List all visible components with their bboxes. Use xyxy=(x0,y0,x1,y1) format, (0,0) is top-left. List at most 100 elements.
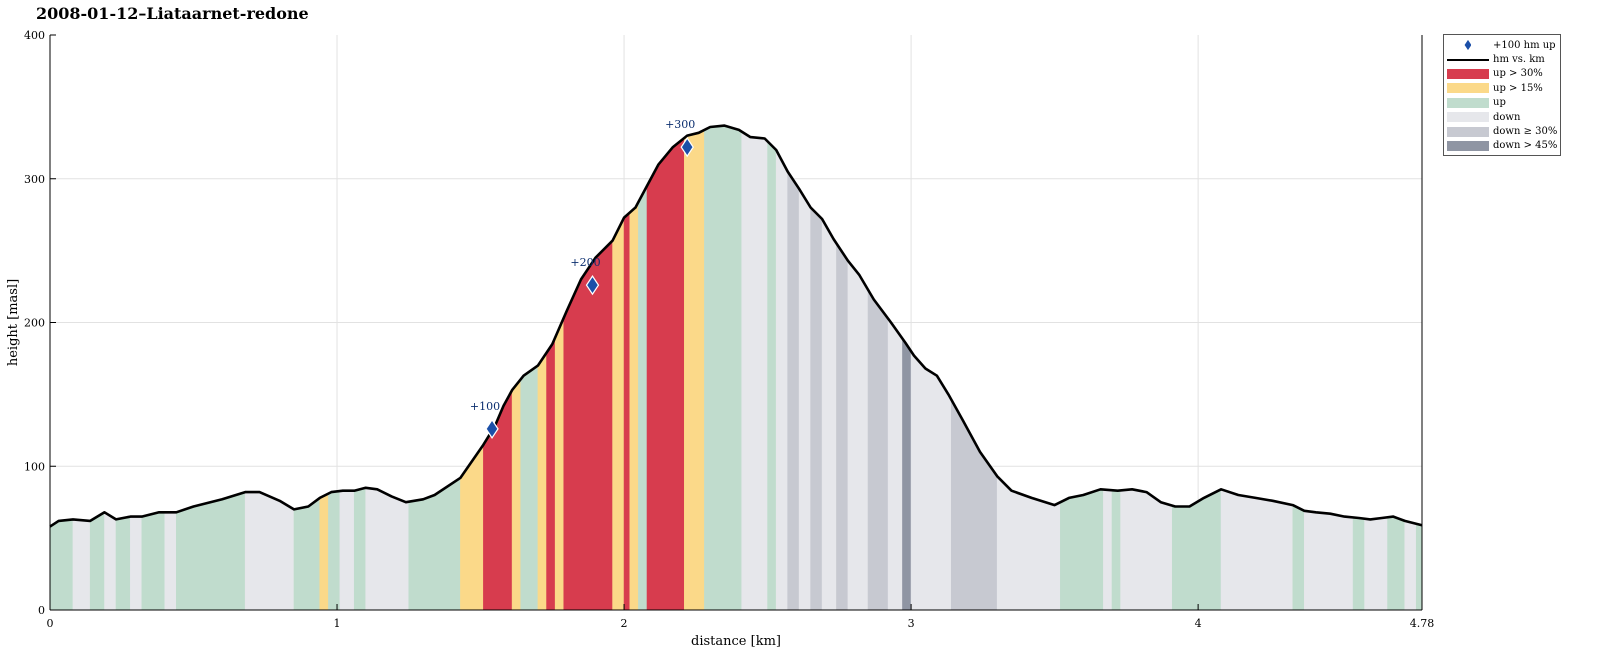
band-up15 xyxy=(612,217,625,611)
y-axis-label: height [masl] xyxy=(6,279,21,366)
band-up15 xyxy=(554,317,565,611)
legend-key-down30 xyxy=(1447,126,1489,137)
marker-label: +200 xyxy=(570,256,600,269)
legend-label: hm vs. km xyxy=(1493,54,1545,66)
band-down xyxy=(1103,489,1113,611)
band-down xyxy=(164,511,177,611)
x-tick-label: 2 xyxy=(621,617,628,630)
profile-line xyxy=(49,124,1423,528)
x-tick-label: 3 xyxy=(908,617,915,630)
x-tick-label: 4.78 xyxy=(1410,617,1435,630)
legend-item-up15: up > 15% xyxy=(1444,81,1560,95)
band-down30 xyxy=(836,242,849,611)
band-up xyxy=(1415,523,1423,611)
band-up15 xyxy=(511,378,522,611)
band-up30 xyxy=(563,239,613,611)
band-down xyxy=(1364,516,1388,611)
y-tick-label: 100 xyxy=(24,460,45,473)
x-tick-label: 4 xyxy=(1195,617,1202,630)
band-up15 xyxy=(537,351,547,611)
legend: +100 hm up hm vs. km up > 30% up > 15% up dow… xyxy=(1443,34,1561,156)
y-tick-label: 200 xyxy=(24,317,45,330)
marker-diamond xyxy=(485,418,499,439)
legend-label: down > 45% xyxy=(1493,140,1558,152)
legend-item-down: down xyxy=(1444,110,1560,124)
band-down xyxy=(1404,520,1417,611)
band-up xyxy=(638,185,648,611)
x-tick-label: 1 xyxy=(334,617,341,630)
chart-title: 2008-01-12–Liataarnet-redone xyxy=(36,4,309,23)
legend-item-down30: down ≥ 30% xyxy=(1444,124,1560,138)
band-up30 xyxy=(646,137,685,611)
band-down30 xyxy=(810,206,823,611)
legend-label: up xyxy=(1493,97,1506,109)
legend-label: down xyxy=(1493,111,1521,123)
marker-label: +100 xyxy=(470,400,500,413)
band-down45 xyxy=(902,337,912,611)
legend-key-down45 xyxy=(1447,140,1489,151)
band-up15 xyxy=(460,443,484,611)
legend-item-down45: down > 45% xyxy=(1444,139,1560,153)
marker-diamond xyxy=(680,137,694,158)
marker-label: +300 xyxy=(665,118,695,131)
band-down xyxy=(741,131,768,611)
legend-item-marker: +100 hm up xyxy=(1444,38,1560,52)
band-up xyxy=(1387,516,1406,611)
legend-key-line xyxy=(1447,55,1489,65)
band-up15 xyxy=(629,201,639,611)
band-up xyxy=(328,490,341,611)
legend-item-up: up xyxy=(1444,96,1560,110)
band-down xyxy=(130,516,143,611)
band-up xyxy=(1352,517,1365,611)
band-down xyxy=(72,519,91,611)
band-up xyxy=(49,519,74,611)
legend-key-up30 xyxy=(1447,68,1489,79)
band-up30 xyxy=(623,211,631,611)
legend-label: up > 15% xyxy=(1493,82,1543,94)
band-down xyxy=(1304,510,1354,611)
band-up xyxy=(1060,488,1104,611)
marker-diamond xyxy=(585,275,600,296)
band-up30 xyxy=(483,389,513,611)
legend-key-down xyxy=(1447,112,1489,123)
band-up xyxy=(141,511,166,611)
band-up xyxy=(353,487,367,611)
band-down xyxy=(775,149,788,611)
band-down xyxy=(339,490,355,611)
band-down30 xyxy=(867,288,889,611)
legend-key-up xyxy=(1447,97,1489,108)
band-up15 xyxy=(319,493,329,611)
band-up30 xyxy=(546,337,556,611)
legend-label: +100 hm up xyxy=(1493,39,1556,51)
y-tick-label: 0 xyxy=(38,604,45,617)
band-up xyxy=(704,125,743,611)
band-up xyxy=(1292,504,1305,611)
y-tick-label: 400 xyxy=(24,29,45,42)
y-tick-label: 300 xyxy=(24,173,45,186)
band-down xyxy=(887,317,903,611)
x-tick-label: 0 xyxy=(47,617,54,630)
x-axis-label: distance [km] xyxy=(691,634,781,649)
legend-key-up15 xyxy=(1447,83,1489,94)
band-up xyxy=(1111,489,1121,611)
gradient-bands xyxy=(49,125,1423,611)
band-up xyxy=(115,516,131,611)
band-down xyxy=(365,487,410,611)
band-down xyxy=(798,187,811,611)
axes: 0 1 2 3 4 4.78 0 100 200 300 400 xyxy=(24,29,1434,630)
legend-label: down ≥ 30% xyxy=(1493,126,1558,138)
legend-key-marker xyxy=(1447,38,1489,51)
band-up xyxy=(89,511,105,611)
band-down xyxy=(244,491,295,611)
band-up xyxy=(767,140,777,611)
legend-item-line: hm vs. km xyxy=(1444,52,1560,66)
legend-label: up > 30% xyxy=(1493,68,1543,80)
band-up xyxy=(520,365,539,611)
band-down xyxy=(1220,488,1294,611)
markers: +100 +200 +300 xyxy=(470,118,695,439)
band-up xyxy=(408,477,461,611)
legend-item-up30: up > 30% xyxy=(1444,67,1560,81)
band-up15 xyxy=(684,129,705,611)
diamond-icon xyxy=(1463,38,1471,51)
